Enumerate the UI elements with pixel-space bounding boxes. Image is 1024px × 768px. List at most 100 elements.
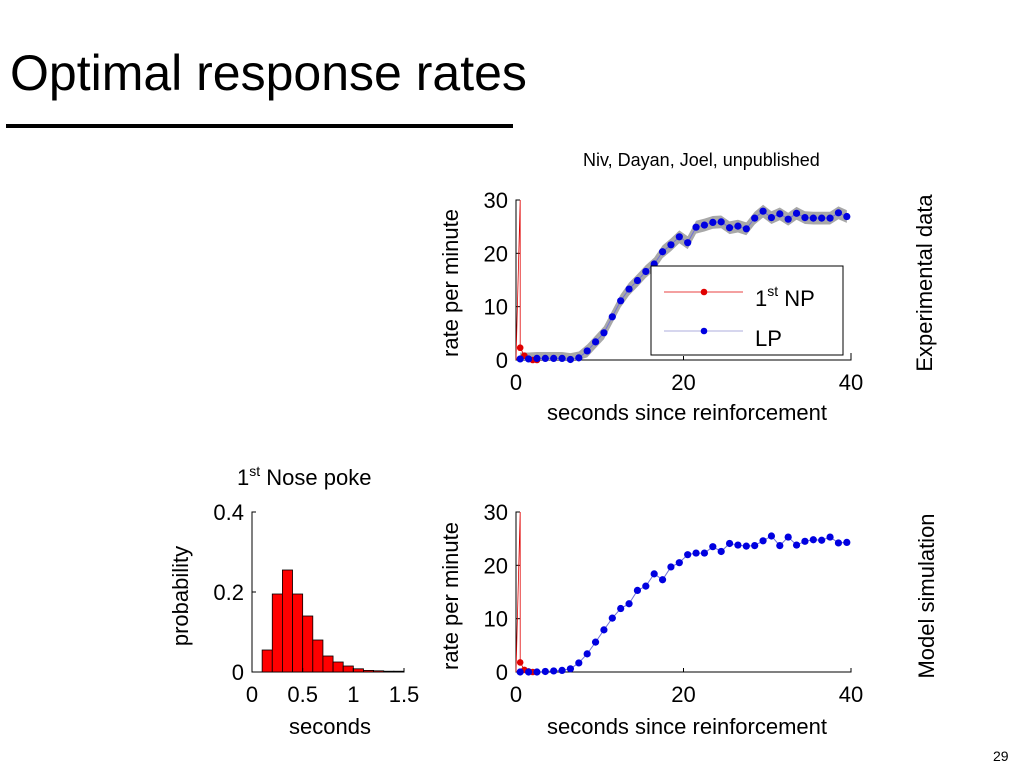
lp-data-point bbox=[583, 347, 591, 355]
lp-data-point bbox=[734, 541, 742, 549]
y-tick-label: 20 bbox=[484, 553, 508, 578]
citation: Niv, Dayan, Joel, unpublished bbox=[583, 150, 820, 170]
experimental-plot-frame-mask bbox=[517, 192, 857, 206]
x-tick-label: 40 bbox=[839, 682, 863, 707]
histogram-bar bbox=[322, 655, 334, 673]
y-tick-label: 10 bbox=[484, 295, 508, 320]
x-tick-label: 20 bbox=[671, 682, 695, 707]
x-tick-label: 20 bbox=[671, 370, 695, 395]
lp-data-point bbox=[533, 668, 541, 676]
lp-data-point bbox=[784, 533, 792, 541]
legend-box bbox=[650, 265, 844, 356]
legend-np-marker bbox=[700, 288, 708, 296]
lp-data-point bbox=[550, 354, 558, 362]
lp-data-point bbox=[625, 285, 633, 293]
lp-data-point bbox=[524, 668, 533, 676]
lp-data-point bbox=[742, 542, 750, 550]
lp-data-point bbox=[633, 586, 642, 595]
histogram-bar bbox=[281, 569, 293, 673]
lp-data-point bbox=[834, 209, 843, 217]
histogram-bar bbox=[342, 665, 354, 673]
lp-data-point bbox=[809, 214, 817, 222]
lp-data-point bbox=[834, 539, 843, 547]
lp-data-point bbox=[600, 626, 608, 634]
lp-data-point bbox=[818, 214, 826, 222]
lp-data-point bbox=[667, 563, 675, 571]
histogram-bar bbox=[302, 615, 314, 673]
lp-data-point bbox=[617, 297, 625, 305]
lp-data-point bbox=[776, 210, 784, 218]
histogram-bar bbox=[261, 649, 273, 673]
legend-lp-marker bbox=[700, 327, 708, 335]
lp-data-point bbox=[751, 542, 759, 550]
lp-data-point bbox=[566, 665, 575, 673]
lp-data-point bbox=[717, 547, 725, 556]
simulation-side-label: Model simulation bbox=[914, 513, 939, 678]
y-tick-label: 0 bbox=[496, 660, 508, 685]
simulation-chart: 0 10 20 30 0 20 40 rate per minute seconds si… bbox=[438, 500, 939, 739]
lp-data-point bbox=[700, 549, 709, 557]
y-tick-label: 0 bbox=[232, 660, 244, 685]
y-tick-label: 0 bbox=[496, 348, 508, 373]
experimental-ylabel: rate per minute bbox=[438, 209, 463, 357]
histogram-chart: 1st Nose poke 0 0.2 0.4 0 0.5 1 1.5 probabili… bbox=[168, 463, 419, 739]
histogram-bar bbox=[363, 670, 375, 673]
lp-data-point bbox=[792, 541, 801, 549]
lp-data-point bbox=[801, 537, 809, 545]
x-tick-label: 0.5 bbox=[287, 682, 318, 707]
lp-data-point bbox=[725, 539, 734, 548]
lp-data-point bbox=[675, 559, 683, 567]
lp-data-point bbox=[600, 329, 608, 337]
histogram-bar bbox=[383, 670, 395, 673]
y-tick-label: 20 bbox=[484, 241, 508, 266]
lp-data-point bbox=[625, 600, 633, 608]
lp-data-point bbox=[792, 209, 801, 217]
histogram-bar bbox=[352, 668, 364, 673]
x-tick-label: 0 bbox=[510, 682, 522, 707]
lp-data-point bbox=[700, 221, 709, 229]
histogram-bar bbox=[373, 670, 385, 673]
y-tick-label: 0.4 bbox=[213, 500, 244, 525]
lp-data-point bbox=[658, 248, 667, 256]
lp-data-point bbox=[826, 533, 834, 541]
lp-data-point bbox=[633, 276, 642, 285]
lp-data-point bbox=[734, 222, 742, 230]
lp-data-point bbox=[566, 355, 575, 364]
y-tick-label: 0.2 bbox=[213, 580, 244, 605]
lp-data-point bbox=[717, 218, 725, 226]
lp-data-point bbox=[684, 551, 692, 559]
legend: 1st NP LP bbox=[650, 265, 844, 356]
lp-data-point bbox=[801, 214, 809, 222]
lp-data-point bbox=[516, 668, 524, 676]
lp-data-point bbox=[658, 576, 667, 584]
lp-data-point bbox=[650, 570, 658, 578]
lp-data-point bbox=[818, 536, 826, 544]
x-tick-label: 40 bbox=[839, 370, 863, 395]
lp-data-point bbox=[575, 354, 583, 362]
lp-data-point bbox=[550, 667, 558, 675]
lp-data-point bbox=[675, 233, 683, 241]
simulation-ylabel: rate per minute bbox=[438, 522, 463, 670]
lp-data-point bbox=[725, 224, 734, 232]
histogram-title: 1st Nose poke bbox=[237, 463, 371, 490]
lp-series-line bbox=[520, 210, 848, 360]
lp-data-point bbox=[809, 536, 817, 544]
lp-data-point bbox=[541, 354, 549, 362]
lp-data-point bbox=[843, 212, 851, 221]
histogram-bar bbox=[292, 593, 304, 673]
slide-title: Optimal response rates bbox=[10, 45, 527, 101]
lp-data-point bbox=[776, 542, 784, 550]
lp-data-point bbox=[591, 638, 600, 646]
histogram-bar bbox=[271, 593, 283, 673]
y-tick-label: 30 bbox=[484, 188, 508, 213]
lp-data-point bbox=[583, 650, 591, 658]
lp-data-point bbox=[533, 354, 541, 362]
x-tick-label: 0 bbox=[246, 682, 258, 707]
y-tick-label: 30 bbox=[484, 500, 508, 525]
simulation-xlabel: seconds since reinforcement bbox=[547, 714, 827, 739]
legend-lp-label: LP bbox=[755, 326, 782, 351]
lp-data-point bbox=[709, 543, 717, 551]
lp-data-point bbox=[742, 225, 750, 233]
lp-data-point bbox=[784, 215, 792, 223]
